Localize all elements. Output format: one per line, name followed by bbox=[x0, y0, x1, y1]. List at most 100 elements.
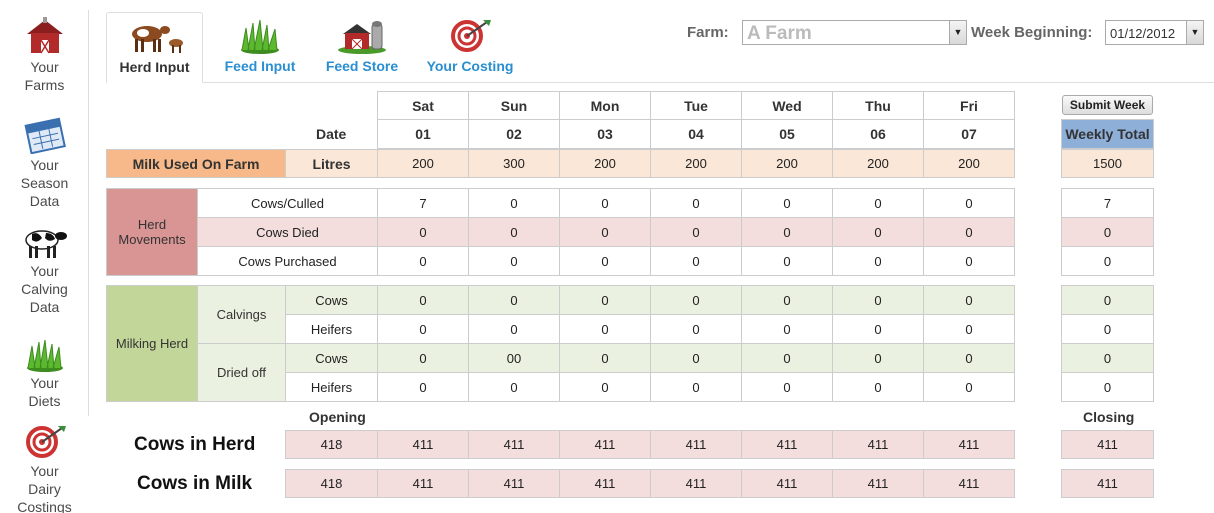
milking-herd-input-cell[interactable]: 0 bbox=[559, 285, 651, 315]
milking-herd-input-cell[interactable]: 0 bbox=[741, 343, 833, 373]
milking-herd-input-cell[interactable]: 0 bbox=[650, 285, 742, 315]
cows-in-milk-cell: 411 bbox=[923, 469, 1015, 498]
milking-herd-input-cell[interactable]: 0 bbox=[377, 343, 469, 373]
milking-herd-input-cell[interactable]: 0 bbox=[832, 372, 924, 402]
milk-input-cell[interactable]: 200 bbox=[923, 149, 1015, 178]
herd-movement-input-cell[interactable]: 0 bbox=[741, 246, 833, 276]
cows-in-herd-cell: 411 bbox=[468, 430, 560, 459]
milking-herd-input-cell[interactable]: 0 bbox=[559, 343, 651, 373]
date-header: 03 bbox=[559, 119, 651, 149]
herd-movement-input-cell[interactable]: 0 bbox=[923, 246, 1015, 276]
milk-used-section-label: Milk Used On Farm bbox=[106, 149, 286, 178]
sidebar-item-your-farms[interactable]: Your Farms bbox=[0, 16, 89, 94]
milking-herd-input-cell[interactable]: 0 bbox=[650, 372, 742, 402]
milk-input-cell[interactable]: 200 bbox=[832, 149, 924, 178]
milking-herd-input-cell[interactable]: 0 bbox=[559, 372, 651, 402]
milk-input-cell[interactable]: 200 bbox=[650, 149, 742, 178]
milk-input-cell[interactable]: 200 bbox=[741, 149, 833, 178]
milking-herd-row-label: Cows bbox=[285, 343, 378, 373]
cows-in-herd-cell: 411 bbox=[741, 430, 833, 459]
milking-herd-input-cell[interactable]: 0 bbox=[741, 285, 833, 315]
herd-movement-input-cell[interactable]: 0 bbox=[741, 188, 833, 218]
opening-label: Opening bbox=[309, 409, 366, 425]
milk-input-cell[interactable]: 200 bbox=[377, 149, 469, 178]
sidebar: Your Farms Your Season Data Your Cal bbox=[0, 10, 89, 416]
cows-in-milk-cell: 411 bbox=[832, 469, 924, 498]
herd-movement-input-cell[interactable]: 0 bbox=[468, 246, 560, 276]
cows-in-milk-cell: 411 bbox=[559, 469, 651, 498]
milking-herd-input-cell[interactable]: 0 bbox=[468, 314, 560, 344]
sidebar-item-your-dairy-costings[interactable]: Your Dairy Costings bbox=[0, 424, 89, 513]
milking-herd-input-cell[interactable]: 0 bbox=[923, 343, 1015, 373]
milking-herd-input-cell[interactable]: 0 bbox=[650, 343, 742, 373]
cows-in-milk-closing: 411 bbox=[1061, 469, 1154, 498]
day-header: Sun bbox=[468, 91, 560, 120]
milking-herd-input-cell[interactable]: 0 bbox=[923, 314, 1015, 344]
herd-movement-input-cell[interactable]: 0 bbox=[559, 217, 651, 247]
farm-select[interactable]: A Farm ▼ bbox=[742, 20, 967, 45]
weekly-total-header: Weekly Total bbox=[1061, 119, 1154, 149]
sidebar-item-label: Your Farms bbox=[24, 59, 65, 93]
cows-in-herd-cell: 411 bbox=[832, 430, 924, 459]
tab-herd-input[interactable]: Herd Input bbox=[106, 12, 203, 83]
tab-your-costing[interactable]: Your Costing bbox=[420, 12, 520, 83]
day-header: Fri bbox=[923, 91, 1015, 120]
milking-herd-input-cell[interactable]: 0 bbox=[923, 285, 1015, 315]
sidebar-item-your-diets[interactable]: Your Diets bbox=[0, 338, 89, 410]
milk-input-cell[interactable]: 200 bbox=[559, 149, 651, 178]
herd-movement-input-cell[interactable]: 0 bbox=[650, 246, 742, 276]
day-header: Sat bbox=[377, 91, 469, 120]
grass-icon bbox=[241, 19, 279, 54]
milking-herd-input-cell[interactable]: 0 bbox=[468, 372, 560, 402]
sidebar-item-your-calving-data[interactable]: Your Calving Data bbox=[0, 224, 89, 316]
tab-feed-store[interactable]: Feed Store bbox=[318, 12, 406, 83]
day-header: Wed bbox=[741, 91, 833, 120]
milking-herd-input-cell[interactable]: 0 bbox=[741, 372, 833, 402]
week-beginning-value: 01/12/2012 bbox=[1110, 26, 1176, 41]
milking-herd-section-label: Milking Herd bbox=[106, 285, 198, 402]
herd-movement-input-cell[interactable]: 0 bbox=[832, 188, 924, 218]
herd-movement-input-cell[interactable]: 0 bbox=[377, 246, 469, 276]
herd-movement-weekly-total: 0 bbox=[1061, 246, 1154, 276]
date-header: 01 bbox=[377, 119, 469, 149]
week-beginning-select[interactable]: 01/12/2012 ▼ bbox=[1105, 20, 1204, 45]
herd-movement-input-cell[interactable]: 0 bbox=[741, 217, 833, 247]
herd-movement-input-cell[interactable]: 0 bbox=[650, 217, 742, 247]
milking-herd-input-cell[interactable]: 0 bbox=[377, 314, 469, 344]
milking-herd-input-cell[interactable]: 0 bbox=[741, 314, 833, 344]
milking-herd-input-cell[interactable]: 00 bbox=[468, 343, 560, 373]
herd-movement-input-cell[interactable]: 0 bbox=[832, 246, 924, 276]
herd-movement-input-cell[interactable]: 0 bbox=[923, 217, 1015, 247]
herd-movement-input-cell[interactable]: 0 bbox=[923, 188, 1015, 218]
milking-herd-input-cell[interactable]: 0 bbox=[468, 285, 560, 315]
date-header: 05 bbox=[741, 119, 833, 149]
tab-feed-input[interactable]: Feed Input bbox=[214, 12, 306, 83]
herd-movement-input-cell[interactable]: 0 bbox=[559, 246, 651, 276]
herd-movement-input-cell[interactable]: 0 bbox=[468, 188, 560, 218]
herd-movement-input-cell[interactable]: 0 bbox=[377, 217, 469, 247]
chevron-down-icon[interactable]: ▼ bbox=[1186, 21, 1203, 44]
submit-week-button[interactable]: Submit Week bbox=[1062, 95, 1153, 115]
herd-movement-input-cell[interactable]: 0 bbox=[468, 217, 560, 247]
sidebar-item-your-season-data[interactable]: Your Season Data bbox=[0, 116, 89, 210]
milking-herd-input-cell[interactable]: 0 bbox=[377, 372, 469, 402]
day-header: Tue bbox=[650, 91, 742, 120]
calendar-icon bbox=[23, 117, 66, 154]
milking-herd-input-cell[interactable]: 0 bbox=[832, 285, 924, 315]
milking-herd-input-cell[interactable]: 0 bbox=[923, 372, 1015, 402]
milking-herd-input-cell[interactable]: 0 bbox=[832, 343, 924, 373]
milking-herd-input-cell[interactable]: 0 bbox=[377, 285, 469, 315]
milking-herd-input-cell[interactable]: 0 bbox=[650, 314, 742, 344]
milking-herd-input-cell[interactable]: 0 bbox=[559, 314, 651, 344]
herd-movement-input-cell[interactable]: 0 bbox=[650, 188, 742, 218]
herd-movement-input-cell[interactable]: 7 bbox=[377, 188, 469, 218]
milk-weekly-total: 1500 bbox=[1061, 149, 1154, 178]
grass-icon bbox=[26, 339, 63, 372]
milking-herd-input-cell[interactable]: 0 bbox=[832, 314, 924, 344]
herd-movement-input-cell[interactable]: 0 bbox=[559, 188, 651, 218]
chevron-down-icon[interactable]: ▼ bbox=[949, 21, 966, 44]
date-header: 06 bbox=[832, 119, 924, 149]
herd-movement-input-cell[interactable]: 0 bbox=[832, 217, 924, 247]
cows-in-herd-cell: 411 bbox=[559, 430, 651, 459]
milk-input-cell[interactable]: 300 bbox=[468, 149, 560, 178]
